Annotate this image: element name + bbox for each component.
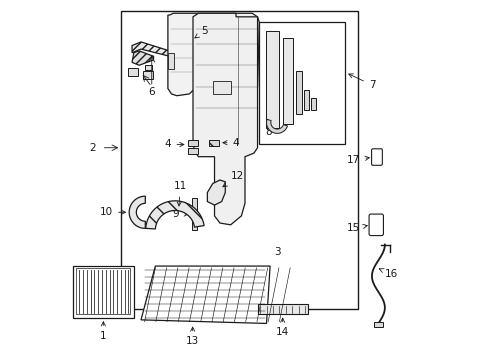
FancyBboxPatch shape	[371, 149, 382, 165]
Polygon shape	[146, 201, 204, 229]
Polygon shape	[141, 266, 270, 323]
Bar	[168, 53, 174, 69]
Bar	[188, 140, 197, 146]
Text: 8: 8	[265, 127, 276, 136]
Text: 9: 9	[173, 209, 188, 219]
Bar	[374, 321, 383, 327]
Bar	[304, 90, 309, 110]
Polygon shape	[129, 196, 146, 228]
Bar	[192, 198, 196, 230]
Bar	[296, 71, 302, 114]
Bar	[311, 98, 316, 110]
Text: 6: 6	[148, 87, 155, 97]
Bar	[128, 68, 139, 76]
Polygon shape	[207, 180, 225, 205]
Bar	[145, 64, 152, 69]
Text: 2: 2	[89, 143, 96, 153]
Text: 5: 5	[195, 26, 208, 38]
Bar	[170, 48, 177, 54]
Text: 1: 1	[100, 322, 107, 341]
Polygon shape	[132, 51, 153, 65]
Bar	[122, 12, 358, 309]
Polygon shape	[132, 42, 193, 56]
Bar	[73, 266, 134, 318]
Text: 7: 7	[349, 74, 375, 90]
Bar	[209, 140, 219, 145]
Text: 4: 4	[223, 138, 239, 148]
Text: 3: 3	[274, 247, 281, 257]
Bar	[258, 305, 308, 315]
Bar	[259, 22, 345, 144]
Text: 13: 13	[186, 327, 199, 346]
Text: 16: 16	[379, 269, 398, 279]
Text: 4: 4	[165, 139, 184, 149]
Bar	[76, 268, 130, 315]
Bar	[189, 35, 195, 44]
Text: 17: 17	[347, 155, 369, 165]
Text: 12: 12	[223, 171, 244, 187]
Polygon shape	[168, 13, 259, 98]
Text: 15: 15	[346, 224, 367, 233]
Bar	[266, 31, 279, 128]
Polygon shape	[267, 119, 288, 133]
Text: 14: 14	[276, 318, 289, 337]
Bar	[188, 148, 197, 154]
Polygon shape	[193, 13, 258, 225]
Bar	[213, 81, 231, 94]
Bar	[143, 71, 153, 79]
Text: 10: 10	[100, 207, 125, 217]
FancyBboxPatch shape	[369, 214, 383, 235]
Text: 11: 11	[174, 181, 187, 206]
Bar	[283, 39, 293, 125]
